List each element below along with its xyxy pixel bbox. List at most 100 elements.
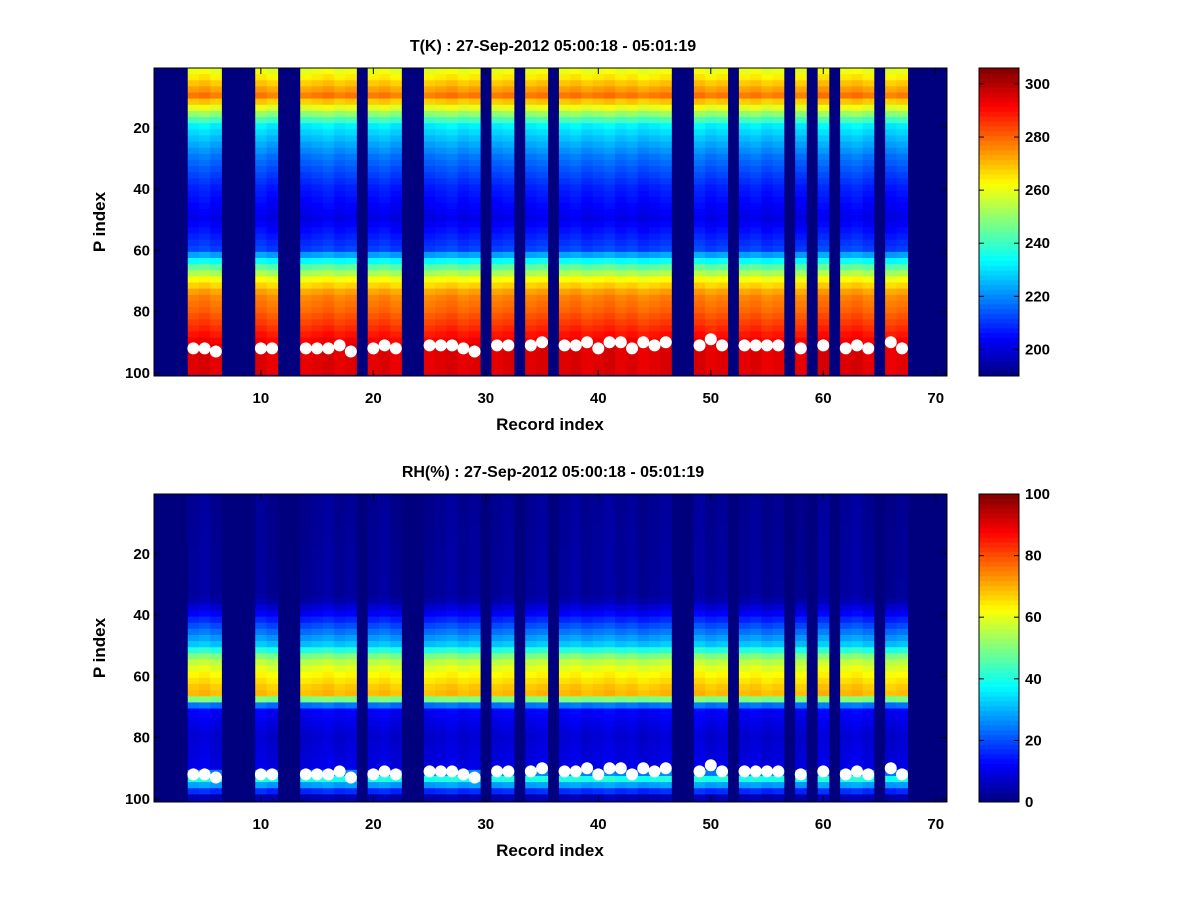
heatmap-cell: [525, 634, 537, 642]
heatmap-cell: [738, 585, 751, 593]
surface-marker: [502, 765, 515, 778]
heatmap-cell: [468, 307, 481, 314]
heatmap-cell: [266, 536, 279, 544]
heatmap-cell: [423, 215, 436, 222]
heatmap-cell: [795, 585, 807, 593]
heatmap-cell: [705, 647, 717, 654]
heatmap-cell: [311, 258, 324, 265]
heatmap-cell: [615, 726, 627, 734]
heatmap-cell: [648, 610, 661, 617]
heatmap-cell: [738, 129, 751, 136]
heatmap-cell: [660, 80, 672, 87]
heatmap-cell: [660, 659, 672, 667]
heatmap-cell: [626, 641, 639, 648]
heatmap-cell: [266, 313, 279, 320]
heatmap-cell: [851, 708, 864, 716]
colorbar-segment: [979, 782, 1019, 789]
heatmap-cell: [423, 659, 436, 667]
heatmap-cell: [896, 628, 909, 636]
heatmap-cell: [603, 208, 616, 216]
heatmap-cell: [525, 68, 537, 75]
heatmap-cell: [333, 567, 346, 575]
heatmap-cell: [457, 196, 470, 204]
heatmap-cell: [300, 585, 312, 593]
heatmap-cell: [536, 555, 549, 562]
surface-marker: [311, 342, 324, 355]
heatmap-cell: [581, 536, 594, 544]
heatmap-cell: [795, 733, 807, 740]
heatmap-cell: [615, 202, 627, 210]
heatmap-cell: [750, 598, 762, 605]
heatmap-cell: [536, 92, 549, 100]
heatmap-cell: [435, 123, 447, 130]
heatmap-cell: [716, 622, 729, 630]
heatmap-cell: [795, 708, 807, 716]
heatmap-cell: [378, 690, 391, 697]
heatmap-cell: [592, 313, 605, 320]
heatmap-cell: [772, 653, 785, 660]
heatmap-cell: [457, 92, 470, 100]
heatmap-cell: [536, 300, 549, 308]
heatmap-cell: [378, 708, 391, 716]
heatmap-cell: [198, 117, 211, 124]
heatmap-column: [187, 68, 200, 375]
heatmap-cell: [367, 524, 380, 532]
heatmap-cell: [705, 720, 717, 728]
heatmap-cell: [795, 696, 807, 703]
heatmap-cell: [896, 751, 909, 758]
heatmap-cell: [536, 512, 549, 519]
heatmap-cell: [187, 227, 200, 234]
heatmap-cell: [300, 782, 312, 789]
heatmap-cell: [198, 757, 211, 765]
heatmap-cell: [716, 276, 729, 283]
heatmap-cell: [457, 147, 470, 155]
heatmap-cell: [210, 745, 222, 752]
heatmap-cell: [423, 782, 436, 789]
heatmap-cell: [198, 86, 211, 93]
heatmap-cell: [322, 506, 335, 513]
heatmap-cell: [581, 74, 594, 81]
heatmap-cell: [457, 331, 470, 339]
heatmap-cell: [761, 653, 774, 660]
heatmap-cell: [851, 702, 864, 709]
heatmap-cell: [198, 543, 211, 550]
heatmap-column: [615, 494, 627, 801]
heatmap-cell: [896, 202, 909, 210]
heatmap-cell: [592, 141, 605, 149]
heatmap-cell: [626, 592, 639, 599]
heatmap-cell: [761, 68, 774, 75]
heatmap-cell: [446, 653, 459, 660]
heatmap-cell: [536, 549, 549, 556]
heatmap-cell: [626, 86, 639, 93]
heatmap-cell: [435, 585, 447, 593]
heatmap-cell: [378, 714, 391, 722]
heatmap-cell: [581, 319, 594, 326]
heatmap-cell: [603, 117, 616, 124]
heatmap-cell: [615, 362, 627, 369]
x-tick-label: 10: [253, 390, 270, 407]
heatmap-cell: [435, 739, 447, 746]
heatmap-cell: [378, 227, 391, 234]
heatmap-cell: [716, 506, 729, 513]
heatmap-cell: [446, 684, 459, 691]
heatmap-cell: [738, 512, 751, 519]
heatmap-cell: [896, 518, 909, 526]
heatmap-cell: [772, 665, 785, 673]
heatmap-cell: [491, 604, 504, 611]
heatmap-cell: [885, 733, 897, 740]
heatmap-cell: [795, 147, 807, 155]
heatmap-cell: [885, 506, 897, 513]
heatmap-cell: [615, 561, 627, 568]
heatmap-cell: [716, 98, 729, 106]
heatmap-cell: [390, 276, 402, 283]
heatmap-cell: [525, 659, 537, 667]
heatmap-cell: [198, 74, 211, 81]
heatmap-cell: [255, 555, 267, 562]
heatmap-cell: [750, 184, 762, 191]
heatmap-cell: [660, 647, 672, 654]
heatmap-cell: [626, 307, 639, 314]
heatmap-cell: [390, 671, 402, 679]
heatmap-cell: [210, 166, 222, 173]
heatmap-cell: [750, 215, 762, 222]
